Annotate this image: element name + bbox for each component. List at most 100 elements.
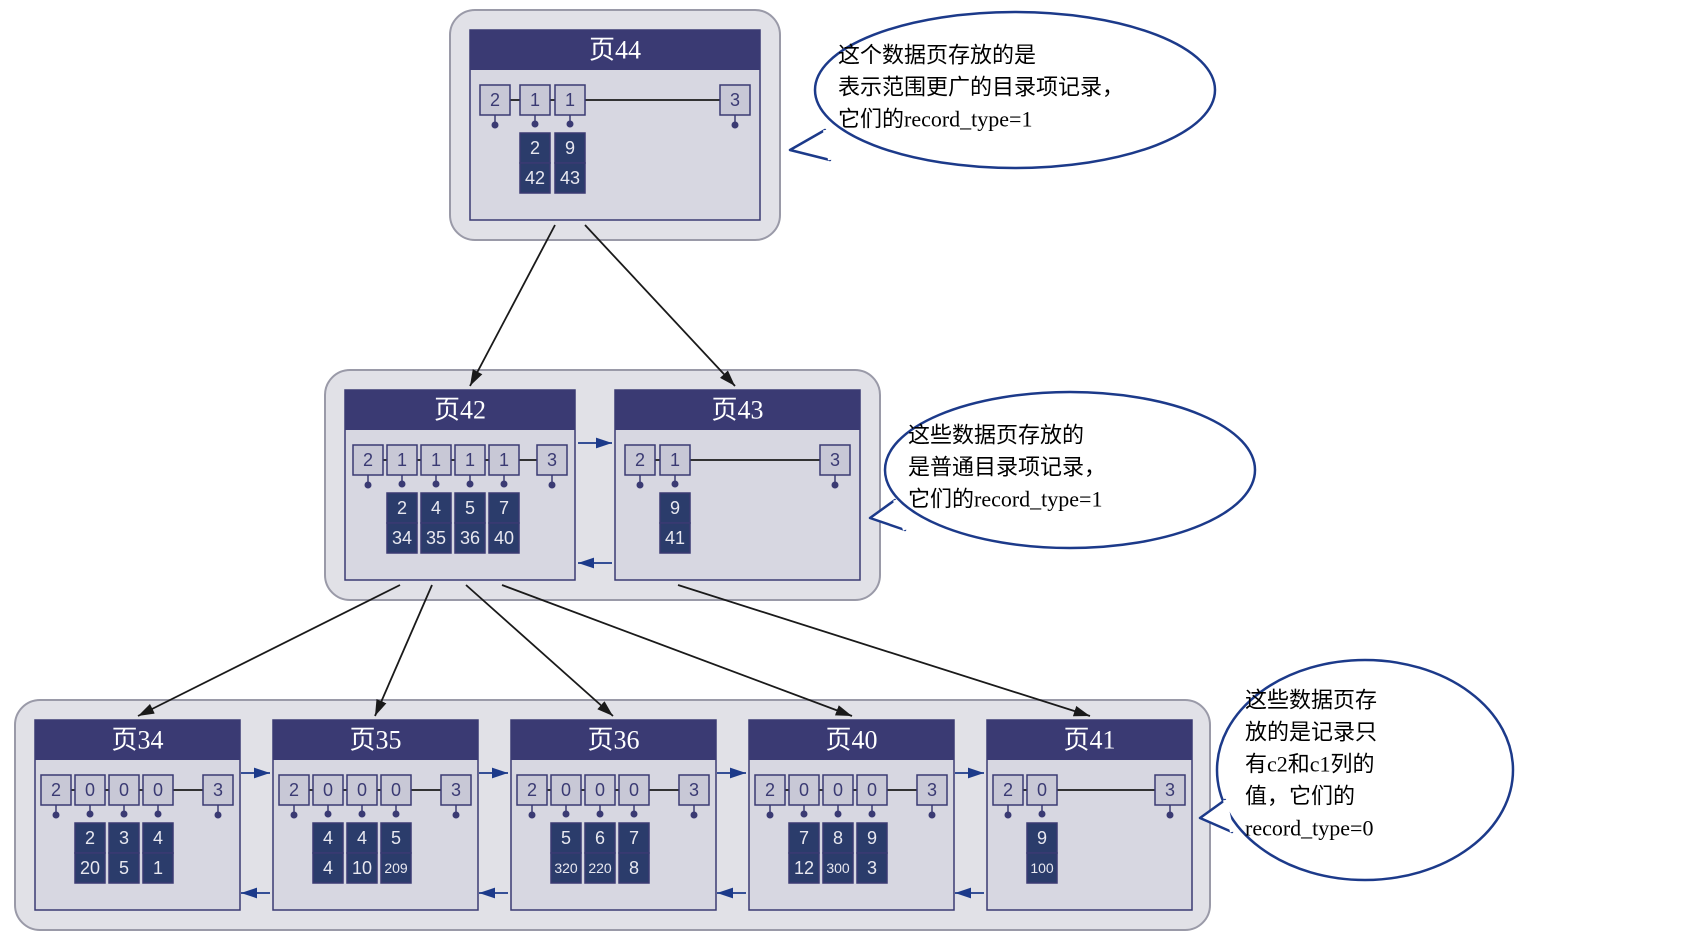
child-pointer [502,585,852,716]
page-title: 页44 [589,36,641,65]
callout-text: 它们的record_type=1 [838,107,1032,132]
callout: 这些数据页存放的是记录只有c2和c1列的值，它们的record_type=0 [1200,660,1513,880]
svg-text:2: 2 [363,450,373,470]
svg-text:1: 1 [565,90,575,110]
page-title: 页42 [434,396,486,425]
svg-text:3: 3 [451,780,461,800]
svg-text:1: 1 [499,450,509,470]
svg-text:2: 2 [1003,780,1013,800]
svg-text:1: 1 [397,450,407,470]
svg-text:1: 1 [431,450,441,470]
svg-text:3: 3 [213,780,223,800]
svg-text:4: 4 [323,828,333,848]
child-pointer [466,585,613,716]
child-pointer [678,585,1090,716]
svg-text:3: 3 [867,858,877,878]
svg-text:1: 1 [670,450,680,470]
callout-text: 是普通目录项记录， [908,455,1106,480]
svg-text:4: 4 [153,828,163,848]
svg-text:100: 100 [1030,860,1054,876]
svg-text:40: 40 [494,528,514,548]
svg-text:3: 3 [119,828,129,848]
svg-text:7: 7 [629,828,639,848]
page-p34: 页34202200350413 [35,720,240,910]
svg-text:0: 0 [867,780,877,800]
svg-text:20: 20 [80,858,100,878]
svg-text:300: 300 [826,860,850,876]
svg-text:0: 0 [595,780,605,800]
svg-text:5: 5 [119,858,129,878]
callout: 这些数据页存放的是普通目录项记录， 它们的record_type=1 [870,392,1255,548]
svg-text:3: 3 [547,450,557,470]
callout-text: 这些数据页存 [1245,688,1377,713]
page-title: 页41 [1063,726,1115,755]
svg-text:7: 7 [799,828,809,848]
svg-text:5: 5 [465,498,475,518]
svg-text:1: 1 [530,90,540,110]
svg-text:0: 0 [799,780,809,800]
page-p36: 页36205320062200783 [511,720,716,910]
svg-text:0: 0 [323,780,333,800]
child-pointer [138,585,400,716]
page-p42: 页42 2 1 2 34 1 4 35 1 5 36 1 7 40 3 [345,390,575,580]
svg-text:2: 2 [289,780,299,800]
svg-text:2: 2 [51,780,61,800]
page-title: 页34 [111,726,163,755]
svg-text:0: 0 [833,780,843,800]
svg-text:320: 320 [554,860,578,876]
svg-text:3: 3 [830,450,840,470]
svg-text:35: 35 [426,528,446,548]
svg-text:36: 36 [460,528,480,548]
svg-text:2: 2 [765,780,775,800]
page-p41: 页41 2 0 9 100 3 [987,720,1192,910]
svg-text:0: 0 [357,780,367,800]
child-pointer [470,225,555,386]
child-pointer [585,225,735,386]
page-p44: 页442124219433 [470,30,760,220]
svg-text:12: 12 [794,858,814,878]
svg-text:0: 0 [119,780,129,800]
page-p40: 页4020712083000933 [749,720,954,910]
svg-text:2: 2 [635,450,645,470]
svg-text:2: 2 [527,780,537,800]
svg-text:41: 41 [665,528,685,548]
svg-text:0: 0 [561,780,571,800]
svg-text:2: 2 [397,498,407,518]
svg-text:8: 8 [629,858,639,878]
svg-text:0: 0 [153,780,163,800]
svg-text:4: 4 [431,498,441,518]
svg-text:0: 0 [1037,780,1047,800]
svg-text:4: 4 [357,828,367,848]
page-title: 页40 [825,726,877,755]
svg-text:8: 8 [833,828,843,848]
svg-text:3: 3 [689,780,699,800]
svg-text:220: 220 [588,860,612,876]
callout: 这个数据页存放的是表示范围更广的目录项记录，它们的record_type=1 [790,12,1215,168]
svg-text:0: 0 [629,780,639,800]
svg-text:0: 0 [85,780,95,800]
svg-text:1: 1 [465,450,475,470]
svg-text:42: 42 [525,168,545,188]
callout-text: 它们的record_type=1 [908,487,1102,512]
svg-text:2: 2 [530,138,540,158]
callout-text: 放的是记录只 [1245,720,1377,745]
svg-text:2: 2 [85,828,95,848]
page-title: 页35 [349,726,401,755]
callout-text: 表示范围更广的目录项记录， [838,75,1124,100]
svg-text:3: 3 [927,780,937,800]
svg-text:3: 3 [730,90,740,110]
callout-text: record_type=0 [1245,816,1373,841]
svg-text:3: 3 [1165,780,1175,800]
callout-text: 值，它们的 [1245,784,1355,809]
svg-text:9: 9 [670,498,680,518]
svg-text:10: 10 [352,858,372,878]
callout-text: 这些数据页存放的 [908,423,1084,448]
svg-text:7: 7 [499,498,509,518]
svg-text:6: 6 [595,828,605,848]
svg-text:9: 9 [1037,828,1047,848]
svg-text:2: 2 [490,90,500,110]
child-pointer [375,585,432,716]
svg-text:34: 34 [392,528,412,548]
svg-text:209: 209 [384,860,408,876]
svg-text:0: 0 [391,780,401,800]
